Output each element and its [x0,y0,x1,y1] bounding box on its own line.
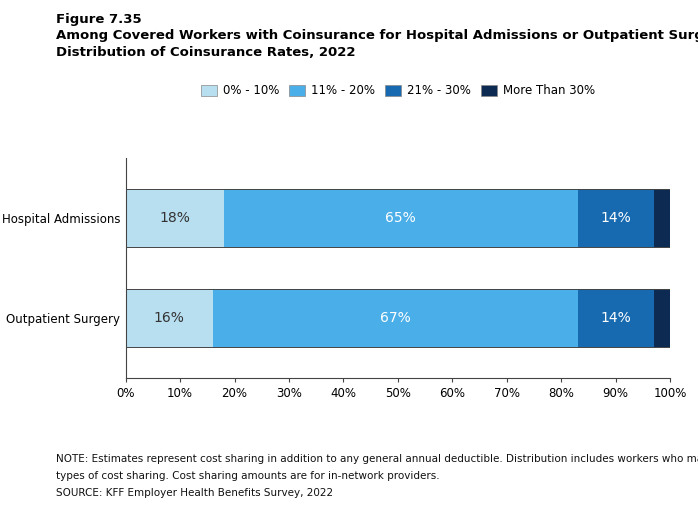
Text: 65%: 65% [385,211,416,225]
Bar [126,289,670,347]
Bar [126,188,670,247]
Text: 18%: 18% [159,211,190,225]
Text: Among Covered Workers with Coinsurance for Hospital Admissions or Outpatient Sur: Among Covered Workers with Coinsurance f… [56,29,698,42]
Bar [577,289,654,347]
Text: Figure 7.35: Figure 7.35 [56,13,142,26]
Text: 14%: 14% [600,211,631,225]
Text: 14%: 14% [600,311,631,325]
Text: 16%: 16% [154,311,185,325]
Bar [654,188,670,247]
Text: types of cost sharing. Cost sharing amounts are for in-network providers.: types of cost sharing. Cost sharing amou… [56,471,440,481]
Bar [126,289,213,347]
Bar [223,188,577,247]
Text: Distribution of Coinsurance Rates, 2022: Distribution of Coinsurance Rates, 2022 [56,46,355,59]
Text: NOTE: Estimates represent cost sharing in addition to any general annual deducti: NOTE: Estimates represent cost sharing i… [56,454,698,464]
Text: 67%: 67% [380,311,410,325]
Legend: 0% - 10%, 11% - 20%, 21% - 30%, More Than 30%: 0% - 10%, 11% - 20%, 21% - 30%, More Tha… [196,80,600,102]
Bar [577,188,654,247]
Bar [213,289,577,347]
Text: SOURCE: KFF Employer Health Benefits Survey, 2022: SOURCE: KFF Employer Health Benefits Sur… [56,488,333,498]
Bar [126,188,223,247]
Bar [654,289,670,347]
